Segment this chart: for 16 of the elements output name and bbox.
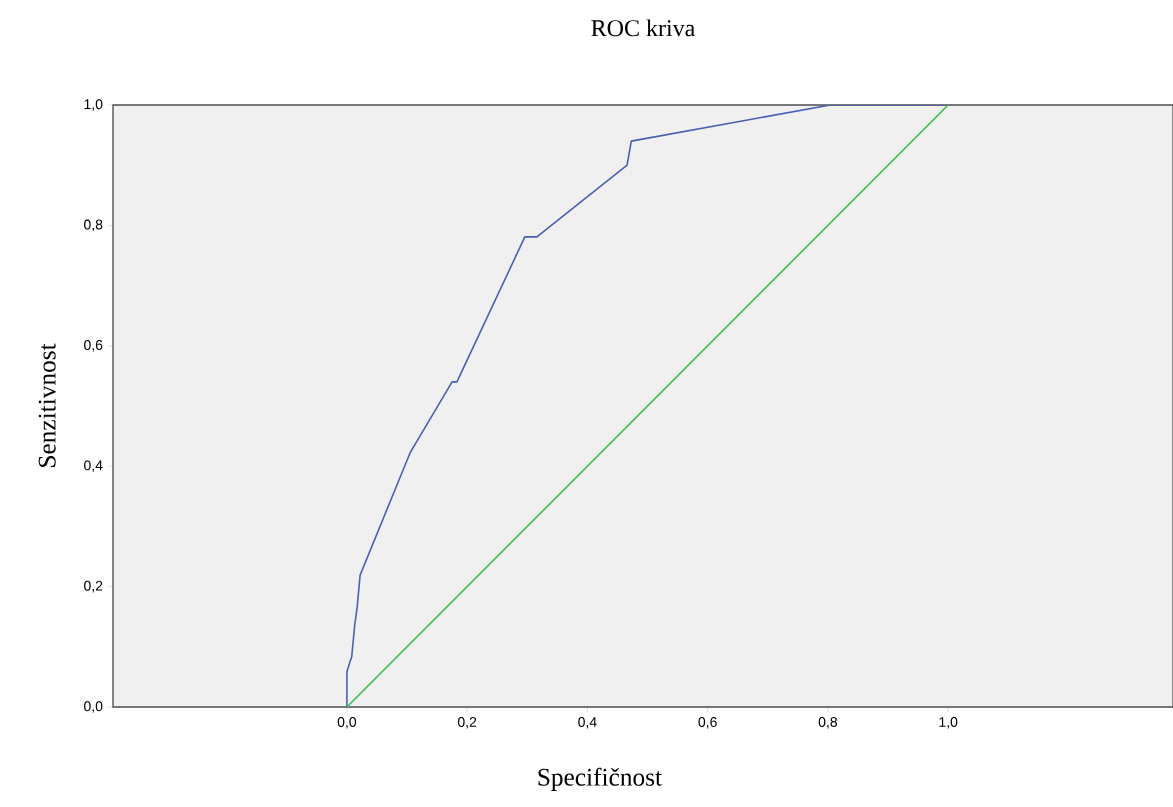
x-tick-label: 0,4 — [578, 717, 597, 729]
y-tick-label: 0,8 — [84, 219, 103, 232]
y-tick-label: 1,0 — [84, 99, 103, 111]
y-tick-label: 0,6 — [84, 340, 103, 352]
x-tick-label: 0,0 — [337, 717, 357, 729]
x-tick-label: 0,6 — [698, 717, 717, 729]
y-tick-label: 0,2 — [84, 580, 103, 593]
chart-title: ROC kriva — [591, 19, 695, 37]
x-tick-label: 0,2 — [457, 717, 477, 729]
y-axis-title: Senzitivnost — [38, 343, 56, 467]
y-tick-label: 0,0 — [84, 701, 103, 713]
x-tick-label: 1,0 — [939, 717, 958, 729]
y-tick-label: 0,4 — [84, 460, 103, 472]
x-axis-title: Specifičnost — [538, 767, 662, 791]
x-tick-label: 0,8 — [818, 717, 838, 729]
line-series — [346, 105, 949, 707]
